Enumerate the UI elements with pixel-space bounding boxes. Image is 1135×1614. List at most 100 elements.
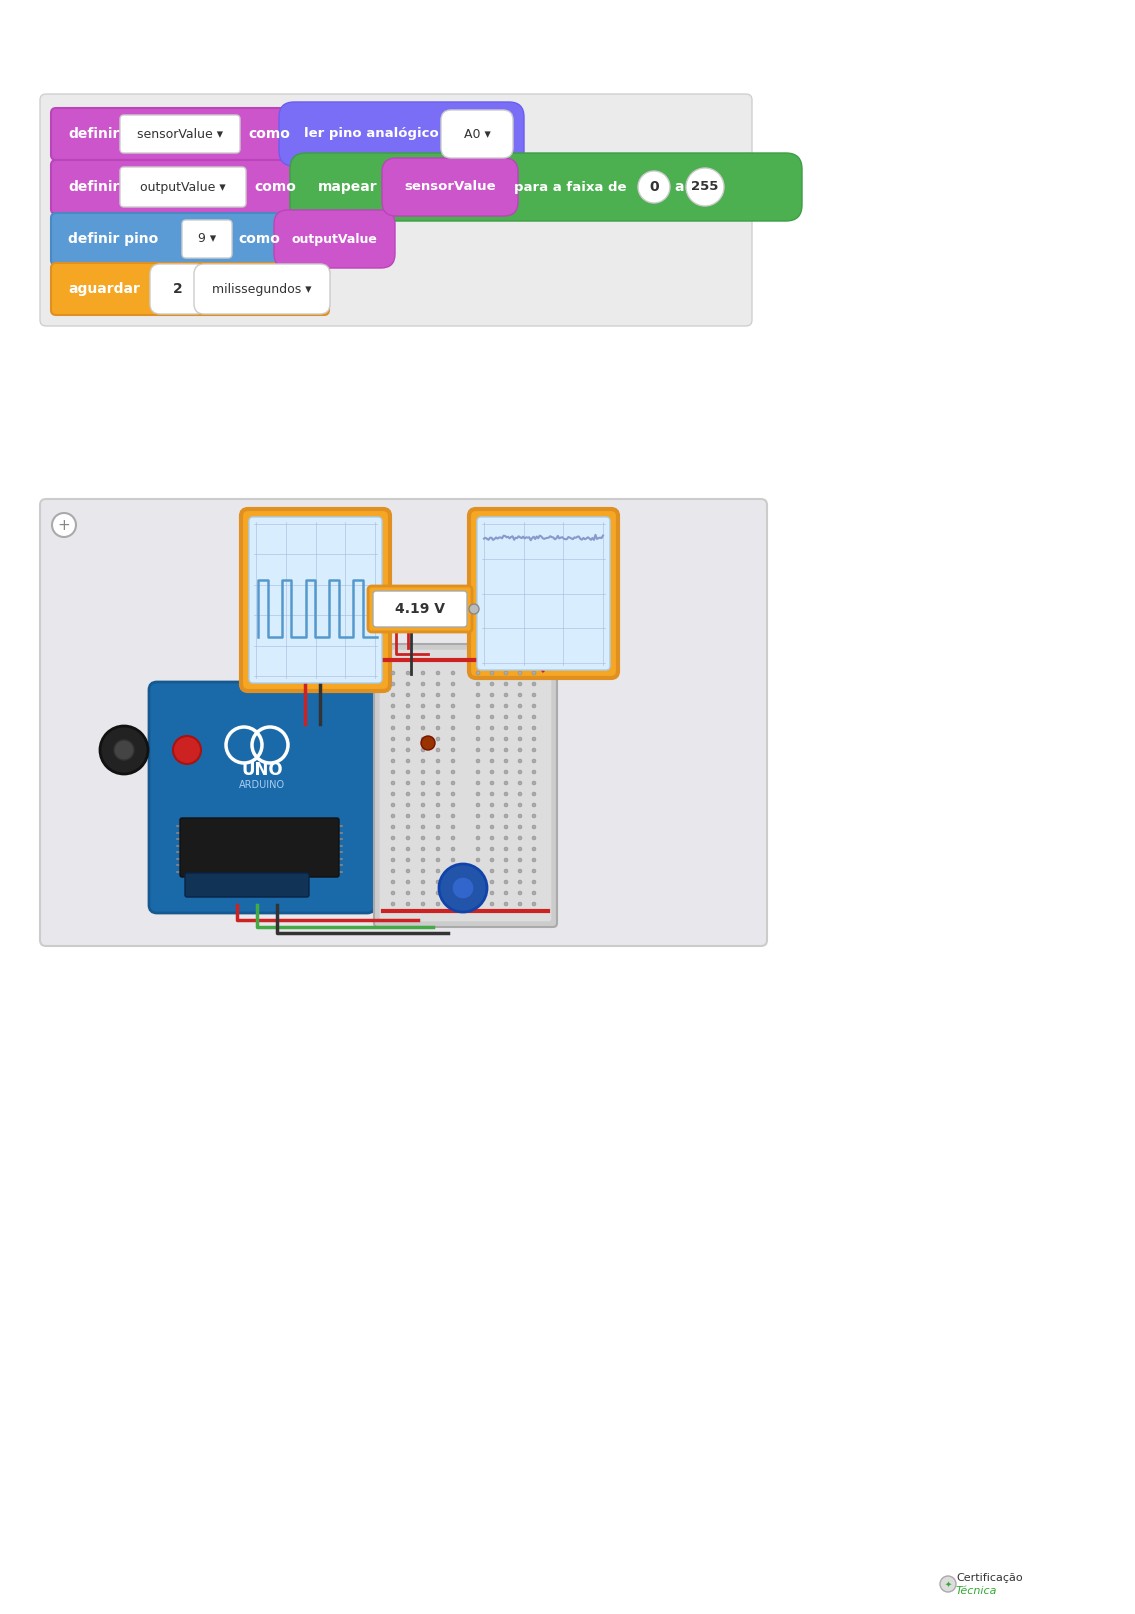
Text: a: a [674,181,683,194]
Circle shape [504,859,508,862]
Circle shape [436,671,440,675]
Text: definir: definir [68,181,119,194]
Text: A0 ▾: A0 ▾ [463,128,490,140]
Circle shape [532,902,536,905]
Circle shape [476,859,480,862]
Circle shape [406,804,410,807]
Circle shape [406,880,410,884]
FancyBboxPatch shape [182,220,232,258]
Circle shape [451,868,455,873]
FancyBboxPatch shape [274,210,395,268]
Circle shape [406,683,410,686]
Circle shape [421,738,424,741]
Circle shape [504,792,508,796]
Circle shape [518,792,522,796]
Circle shape [476,738,480,741]
Circle shape [436,692,440,697]
Circle shape [406,859,410,862]
Text: como: como [238,232,280,245]
Circle shape [421,747,424,752]
Circle shape [504,781,508,784]
Circle shape [518,781,522,784]
Circle shape [476,704,480,709]
Circle shape [490,715,494,718]
Circle shape [518,836,522,839]
Circle shape [100,726,148,775]
Circle shape [518,747,522,752]
Circle shape [504,671,508,675]
Circle shape [390,792,395,796]
Circle shape [390,715,395,718]
Circle shape [406,715,410,718]
Circle shape [406,781,410,784]
Text: UNO: UNO [242,760,283,780]
Circle shape [436,891,440,896]
Circle shape [406,792,410,796]
Circle shape [421,726,424,730]
Circle shape [421,804,424,807]
FancyBboxPatch shape [40,94,753,326]
Circle shape [518,692,522,697]
Circle shape [421,902,424,905]
Circle shape [390,747,395,752]
Circle shape [406,868,410,873]
Circle shape [406,738,410,741]
FancyBboxPatch shape [51,213,376,265]
Circle shape [490,880,494,884]
Circle shape [406,836,410,839]
FancyBboxPatch shape [241,508,390,691]
Circle shape [518,813,522,818]
Circle shape [451,747,455,752]
Circle shape [406,671,410,675]
Circle shape [504,747,508,752]
Circle shape [490,836,494,839]
FancyBboxPatch shape [291,153,802,221]
Text: 4.19 V: 4.19 V [395,602,445,617]
Circle shape [532,781,536,784]
Circle shape [504,902,508,905]
FancyBboxPatch shape [373,591,466,626]
Circle shape [532,792,536,796]
Circle shape [451,704,455,709]
Circle shape [518,825,522,830]
FancyBboxPatch shape [120,115,239,153]
Circle shape [390,902,395,905]
FancyBboxPatch shape [180,818,339,876]
Circle shape [436,836,440,839]
Circle shape [476,715,480,718]
Circle shape [504,770,508,775]
FancyBboxPatch shape [469,508,617,678]
Circle shape [421,692,424,697]
Circle shape [532,880,536,884]
Circle shape [532,859,536,862]
Circle shape [451,726,455,730]
Circle shape [406,825,410,830]
Text: definir: definir [68,128,119,140]
Circle shape [532,759,536,763]
Circle shape [518,880,522,884]
Circle shape [52,513,76,537]
Circle shape [436,880,440,884]
Circle shape [114,739,134,760]
Text: ler pino analógico: ler pino analógico [304,128,439,140]
Circle shape [406,747,410,752]
Circle shape [518,715,522,718]
Circle shape [476,759,480,763]
Circle shape [518,804,522,807]
Circle shape [532,836,536,839]
Circle shape [390,847,395,851]
Text: 9 ▾: 9 ▾ [197,232,216,245]
Circle shape [504,804,508,807]
Circle shape [390,704,395,709]
Circle shape [451,891,455,896]
Circle shape [518,671,522,675]
Circle shape [518,868,522,873]
Circle shape [504,704,508,709]
Circle shape [436,759,440,763]
Circle shape [406,813,410,818]
Text: 2: 2 [174,282,183,295]
Circle shape [421,891,424,896]
Circle shape [476,747,480,752]
Circle shape [406,847,410,851]
Circle shape [390,770,395,775]
